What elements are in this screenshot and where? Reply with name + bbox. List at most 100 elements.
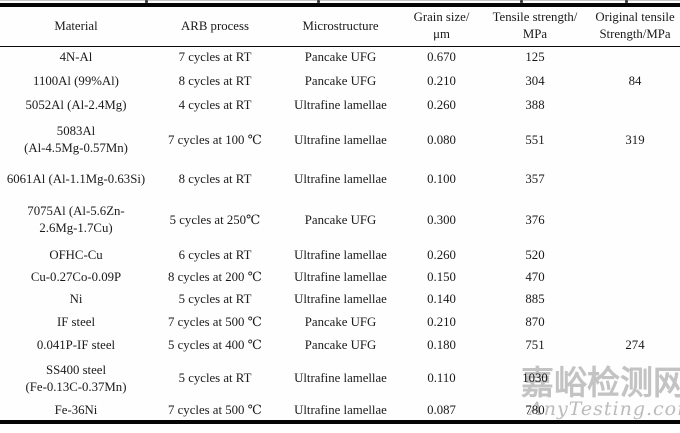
cell-tensile-strength: 1030 [522,371,548,385]
cell-arb-process: 7 cycles at 500 ℃ [168,315,262,329]
watermark-url-text: AnyTesting.com [529,398,680,420]
table-row: 1100Al (99%Al) 8 cycles at RT Pancake UF… [0,69,680,93]
cell-tensile-strength: 470 [525,269,545,284]
table-row: 0.041P-IF steel 5 cycles at 400 ℃ Pancak… [0,334,680,357]
cell-microstructure: Ultrafine lamellae [294,292,387,306]
cell-material: SS400 steel (Fe-0.13C-0.37Mn) [25,362,127,394]
table-row: 5083Al (Al-4.5Mg-0.57Mn) 7 cycles at 100… [0,118,680,162]
cell-material: Ni [69,292,83,306]
cell-tensile-strength: 780 [525,402,545,417]
cell-grain-size: 0.300 [427,212,456,227]
cell-original-tensile [590,93,680,118]
cell-arb-process: 5 cycles at 250℃ [169,212,261,227]
header-original-tensile: Original tensile Strength/MPa [590,7,680,47]
header-microstructure: Microstructure [278,7,403,47]
caption-descender-mark [625,0,628,3]
cell-arb-process: 5 cycles at 400 ℃ [168,338,262,352]
cell-microstructure: Pancake UFG [304,50,377,65]
cell-microstructure: Pancake UFG [304,73,377,88]
table-row: SS400 steel (Fe-0.13C-0.37Mn) 5 cycles a… [0,357,680,400]
cell-original-tensile [590,357,680,400]
table-body: 4N-Al 7 cycles at RT Pancake UFG 0.670 1… [0,46,680,420]
cell-grain-size: 0.110 [427,371,456,385]
header-arb-process: ARB process [152,7,278,47]
cell-material: Cu-0.27Co-0.09P [30,269,122,284]
cell-material: 1100Al (99%Al) [33,73,119,88]
cell-original-tensile [590,162,680,196]
cell-material: 7075Al (Al-5.6Zn- 2.6Mg-1.7Cu) [27,204,125,235]
cell-original-tensile: 274 [625,338,645,352]
cell-arb-process: 6 cycles at RT [178,247,252,262]
table-row: IF steel 7 cycles at 500 ℃ Pancake UFG 0… [0,311,680,334]
cell-original-tensile [590,266,680,288]
cell-material: 4N-Al [59,50,93,65]
cell-arb-process: 7 cycles at RT [178,50,252,65]
cell-arb-process: 8 cycles at RT [178,171,252,186]
cell-grain-size: 0.210 [427,73,456,88]
caption-descender-mark [520,0,523,3]
watermark-chinese-text: 嘉峪检测网 [521,363,680,402]
table-bottom-rule [0,420,680,424]
header-material: Material [0,7,152,47]
cell-microstructure: Ultrafine lamellae [294,247,387,262]
cell-microstructure: Pancake UFG [304,315,377,329]
table-row: 4N-Al 7 cycles at RT Pancake UFG 0.670 1… [0,46,680,69]
cell-microstructure: Pancake UFG [304,212,377,227]
cell-material: IF steel [56,315,96,329]
cell-material: 6061Al (Al-1.1Mg-0.63Si) [6,171,146,186]
table-header-row: Material ARB process Microstructure Grai… [0,7,680,47]
cell-arb-process: 7 cycles at 100 ℃ [168,132,262,147]
cell-original-tensile [590,244,680,266]
cell-arb-process: 7 cycles at 500 ℃ [168,402,262,417]
caption-descender-mark [145,0,148,3]
cell-tensile-strength: 125 [525,50,545,65]
cell-arb-process: 8 cycles at RT [178,73,252,88]
cell-original-tensile [590,196,680,244]
cell-grain-size: 0.100 [427,171,456,186]
header-grain-size: Grain size/ μm [403,7,480,47]
cell-grain-size: 0.140 [427,292,456,306]
cell-microstructure: Ultrafine lamellae [294,402,387,417]
cropped-caption-remnant [0,0,680,3]
cell-original-tensile: 84 [628,73,642,88]
materials-table: Material ARB process Microstructure Grai… [0,7,680,420]
cell-material: 0.041P-IF steel [36,338,116,352]
cell-original-tensile [590,311,680,334]
cell-arb-process: 8 cycles at 200 ℃ [168,269,262,284]
cell-arb-process: 4 cycles at RT [178,98,252,112]
cell-original-tensile [590,288,680,311]
cell-grain-size: 0.080 [427,132,456,147]
cell-grain-size: 0.670 [427,50,456,65]
cell-original-tensile [590,400,680,420]
cell-tensile-strength: 376 [525,212,545,227]
cell-material: 5083Al (Al-4.5Mg-0.57Mn) [24,124,128,155]
cell-material: Fe-36Ni [54,402,98,417]
cell-microstructure: Ultrafine lamellae [294,371,387,385]
cell-microstructure: Ultrafine lamellae [294,171,387,186]
cell-grain-size: 0.210 [427,315,456,329]
cell-tensile-strength: 357 [525,171,545,186]
cell-tensile-strength: 304 [525,73,545,88]
table-row: Ni 5 cycles at RT Ultrafine lamellae 0.1… [0,288,680,311]
table-row: Cu-0.27Co-0.09P 8 cycles at 200 ℃ Ultraf… [0,266,680,288]
cell-microstructure: Pancake UFG [304,338,377,352]
cell-original-tensile: 319 [625,132,645,147]
cell-tensile-strength: 551 [525,132,545,147]
table-row: 5052Al (Al-2.4Mg) 4 cycles at RT Ultrafi… [0,93,680,118]
cell-original-tensile [590,46,680,69]
cell-tensile-strength: 751 [525,338,545,352]
cell-tensile-strength: 388 [525,98,545,112]
cell-material: OFHC-Cu [49,247,103,262]
cell-tensile-strength: 885 [525,292,545,306]
header-tensile-strength: Tensile strength/ MPa [480,7,590,47]
cell-microstructure: Ultrafine lamellae [294,132,387,147]
table-row: 7075Al (Al-5.6Zn- 2.6Mg-1.7Cu) 5 cycles … [0,196,680,244]
table-top-rule [0,3,680,7]
cell-grain-size: 0.180 [427,338,456,352]
cell-arb-process: 5 cycles at RT [178,292,252,306]
caption-hairline [0,0,680,1]
table-row: OFHC-Cu 6 cycles at RT Ultrafine lamella… [0,244,680,266]
cell-tensile-strength: 520 [525,247,545,262]
cell-grain-size: 0.260 [427,247,456,262]
cell-material: 5052Al (Al-2.4Mg) [25,98,127,112]
